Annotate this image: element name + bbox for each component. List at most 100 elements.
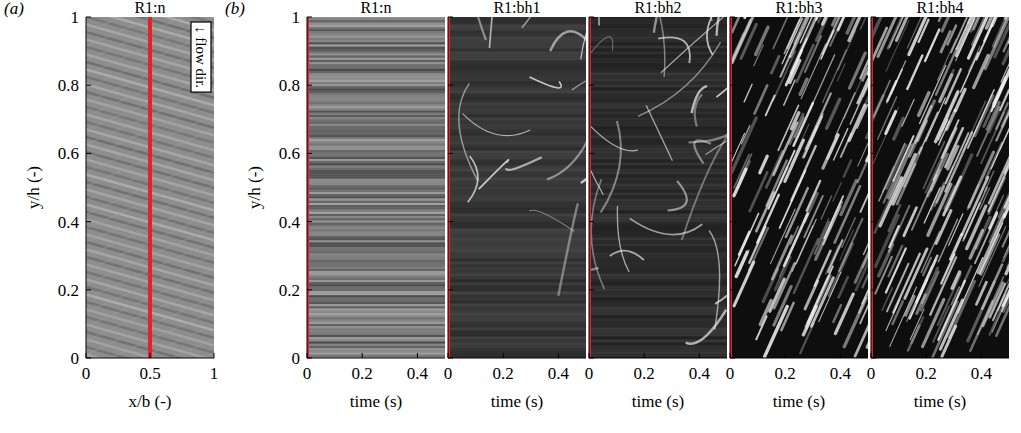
x-axis-label: time (s): [350, 392, 402, 411]
y-tick-label: 0.2: [58, 281, 79, 300]
image-texture: [307, 304, 445, 306]
image-texture: [589, 148, 727, 151]
image-texture: [589, 82, 727, 85]
image-texture: [589, 25, 727, 28]
panel-title: R1:bh1: [493, 0, 540, 16]
x-tick: [503, 353, 504, 358]
image-texture: [307, 238, 445, 240]
image-texture: [448, 286, 586, 289]
image-texture: [589, 265, 727, 268]
image-texture: [307, 188, 445, 190]
image-background: [86, 17, 214, 358]
image-texture: [589, 220, 727, 223]
image-texture: [774, 286, 791, 325]
x-tick-label: 0.4: [407, 364, 429, 383]
image-texture: [448, 52, 586, 55]
y-tick: [448, 289, 453, 290]
image-texture: [448, 100, 586, 103]
image-texture: [844, 298, 866, 346]
image-texture: [448, 91, 586, 94]
x-tick-label: 0.4: [689, 364, 711, 383]
image-texture: [307, 216, 445, 218]
image-panel: [86, 17, 214, 358]
x-tick: [307, 353, 308, 358]
image-texture: [589, 22, 727, 25]
image-texture: [530, 77, 562, 88]
image-texture: [448, 196, 586, 199]
image-texture: [589, 346, 727, 349]
image-texture: [307, 276, 445, 278]
image-texture: [448, 181, 586, 184]
image-texture: [886, 112, 896, 134]
image-texture: [522, 17, 555, 28]
panel-letter: (b): [225, 0, 245, 18]
image-texture: [589, 283, 727, 286]
image-texture: [307, 223, 445, 225]
image-texture: [589, 289, 727, 292]
image-texture: [448, 340, 586, 343]
x-tick-label: 0: [585, 364, 594, 383]
image-texture: [589, 118, 727, 121]
image-texture: [307, 110, 445, 112]
image-texture: [448, 346, 586, 349]
image-texture: [773, 51, 795, 100]
image-texture: [307, 27, 445, 29]
y-tick: [589, 153, 594, 154]
image-texture: [307, 168, 445, 170]
image-texture: [589, 169, 727, 172]
image-texture: [307, 249, 445, 251]
image-texture: [307, 258, 445, 260]
image-texture: [448, 187, 586, 190]
image-texture: [889, 145, 913, 198]
y-tick: [871, 221, 876, 222]
image-texture: [928, 170, 940, 196]
image-texture: [448, 97, 586, 100]
image-texture: [890, 287, 917, 347]
y-tick-label: 0: [292, 349, 301, 368]
image-texture: [654, 17, 700, 33]
y-tick: [86, 153, 91, 154]
image-texture: [307, 121, 445, 123]
y-tick-label: 1: [71, 8, 80, 27]
image-texture: [307, 113, 445, 115]
image-texture: [589, 184, 727, 187]
image-texture: [307, 287, 445, 289]
image-texture: [307, 139, 445, 141]
image-texture: [905, 249, 927, 299]
image-texture: [910, 280, 928, 319]
y-axis: [307, 17, 308, 358]
y-tick: [589, 289, 594, 290]
image-texture: [880, 178, 902, 226]
image-texture: [448, 298, 586, 301]
image-texture: [448, 112, 586, 115]
image-texture: [709, 231, 720, 330]
image-texture: [307, 82, 445, 84]
image-texture: [307, 172, 445, 174]
image-texture: [307, 207, 445, 209]
image-texture: [889, 17, 909, 47]
image-texture: [668, 181, 687, 211]
image-texture: [448, 154, 586, 157]
y-tick: [86, 358, 91, 359]
x-tick: [589, 353, 590, 358]
x-tick-label: 0.2: [916, 364, 937, 383]
panel-title: R1:bh3: [775, 0, 822, 16]
image-texture: [867, 111, 868, 160]
image-texture: [589, 247, 727, 250]
image-texture: [589, 286, 727, 289]
image-texture: [933, 302, 958, 357]
image-background: [730, 17, 868, 358]
image-texture: [448, 76, 586, 79]
image-texture: [983, 282, 1003, 326]
image-texture: [707, 17, 727, 55]
image-texture: [589, 310, 727, 313]
image-texture: [448, 292, 586, 295]
image-texture: [589, 319, 727, 322]
y-tick-label: 0.4: [279, 213, 301, 232]
image-texture: [939, 121, 950, 144]
image-texture: [307, 335, 445, 337]
image-texture: [307, 293, 445, 295]
image-texture: [307, 170, 445, 172]
image-texture: [307, 245, 445, 247]
image-texture: [589, 100, 727, 103]
